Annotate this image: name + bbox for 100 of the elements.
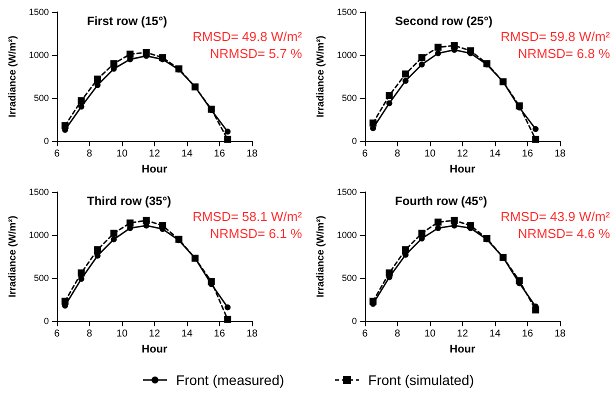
point bbox=[62, 122, 69, 130]
point bbox=[402, 70, 410, 78]
x-tick-label: 6 bbox=[54, 148, 60, 160]
point bbox=[142, 48, 150, 56]
y-tick-label: 0 bbox=[44, 316, 49, 326]
x-axis-title: Hour bbox=[450, 164, 476, 176]
point bbox=[386, 269, 393, 276]
x-tick-label: 12 bbox=[148, 148, 160, 160]
point bbox=[110, 230, 118, 237]
annotation: NRMSD= 4.6 % bbox=[518, 226, 610, 241]
x-tick-label: 18 bbox=[554, 148, 566, 160]
legend-label: Front (simulated) bbox=[368, 372, 474, 388]
y-tick-label: 500 bbox=[34, 273, 49, 284]
point bbox=[450, 216, 458, 224]
x-tick-label: 14 bbox=[489, 148, 501, 160]
point bbox=[224, 136, 232, 143]
x-tick-label: 16 bbox=[522, 148, 534, 160]
annotation: RMSD= 49.8 W/m² bbox=[192, 29, 303, 44]
annotation: RMSD= 43.9 W/m² bbox=[500, 209, 611, 224]
point bbox=[62, 298, 69, 305]
y-tick-label: 0 bbox=[352, 316, 357, 326]
x-tick-label: 8 bbox=[86, 148, 93, 160]
point bbox=[94, 246, 102, 254]
x-tick-label: 8 bbox=[394, 328, 401, 340]
y-tick-label: 1000 bbox=[28, 50, 49, 60]
point bbox=[532, 126, 539, 132]
point bbox=[435, 50, 442, 56]
point bbox=[78, 276, 84, 282]
point bbox=[532, 306, 540, 314]
point bbox=[435, 225, 442, 232]
y-axis-title: Irradiance (W/m²) bbox=[316, 36, 326, 118]
point bbox=[532, 136, 540, 143]
point bbox=[386, 100, 392, 106]
x-tick-label: 6 bbox=[54, 328, 60, 340]
y-tick-label: 1000 bbox=[336, 50, 357, 60]
x-tick-label: 12 bbox=[456, 148, 468, 160]
y-tick-label: 0 bbox=[352, 136, 357, 146]
point bbox=[467, 222, 474, 230]
point bbox=[434, 44, 442, 51]
x-tick-label: 16 bbox=[522, 328, 534, 340]
x-tick-label: 12 bbox=[456, 328, 468, 340]
point bbox=[224, 304, 231, 310]
y-tick-label: 1500 bbox=[28, 7, 49, 17]
chart-title: Third row (35°) bbox=[87, 194, 172, 208]
y-tick-label: 1500 bbox=[28, 187, 49, 197]
annotation: NRMSD= 6.1 % bbox=[210, 226, 302, 241]
x-tick-label: 10 bbox=[116, 328, 128, 340]
y-tick-label: 1500 bbox=[336, 187, 357, 197]
x-tick-label: 8 bbox=[86, 328, 93, 340]
y-tick-label: 500 bbox=[342, 273, 357, 284]
y-axis-title: Irradiance (W/m²) bbox=[8, 216, 18, 298]
point bbox=[94, 82, 101, 88]
y-tick-label: 1500 bbox=[336, 7, 357, 17]
x-tick-label: 10 bbox=[424, 148, 436, 160]
x-tick-label: 16 bbox=[214, 148, 226, 160]
point bbox=[402, 246, 410, 254]
point bbox=[418, 230, 426, 237]
point bbox=[402, 78, 409, 84]
point bbox=[78, 97, 85, 104]
legend-label: Front (measured) bbox=[176, 372, 284, 388]
x-tick-label: 16 bbox=[214, 328, 226, 340]
point bbox=[370, 120, 377, 127]
point bbox=[208, 278, 215, 286]
y-tick-label: 500 bbox=[342, 93, 357, 104]
x-tick-label: 10 bbox=[424, 328, 436, 340]
point bbox=[110, 60, 118, 68]
point bbox=[142, 216, 150, 224]
point bbox=[434, 218, 442, 226]
point bbox=[110, 236, 117, 242]
point bbox=[78, 104, 84, 110]
x-axis-title: Hour bbox=[450, 344, 476, 356]
point bbox=[224, 128, 231, 135]
point bbox=[386, 92, 393, 99]
point bbox=[126, 50, 134, 58]
point bbox=[94, 76, 102, 83]
chart-title: First row (15°) bbox=[87, 14, 168, 28]
point bbox=[450, 42, 458, 50]
point bbox=[516, 277, 523, 284]
x-tick-label: 18 bbox=[246, 148, 258, 160]
annotation: NRMSD= 6.8 % bbox=[518, 46, 610, 61]
annotation: RMSD= 59.8 W/m² bbox=[500, 29, 611, 44]
x-axis-title: Hour bbox=[142, 164, 168, 176]
chart-title: Second row (25°) bbox=[395, 14, 492, 28]
x-tick-label: 14 bbox=[181, 328, 193, 340]
point bbox=[126, 219, 134, 226]
x-tick-label: 14 bbox=[489, 328, 501, 340]
x-tick-label: 6 bbox=[362, 148, 368, 160]
x-tick-label: 6 bbox=[362, 328, 368, 340]
x-tick-label: 8 bbox=[394, 148, 401, 160]
annotation: NRMSD= 5.7 % bbox=[210, 46, 302, 61]
x-tick-label: 18 bbox=[554, 328, 566, 340]
x-tick-label: 12 bbox=[148, 328, 160, 340]
x-tick-label: 18 bbox=[246, 328, 258, 340]
annotation: RMSD= 58.1 W/m² bbox=[192, 209, 303, 224]
y-tick-label: 1000 bbox=[336, 230, 357, 240]
point bbox=[467, 47, 474, 54]
y-tick-label: 500 bbox=[34, 93, 49, 104]
point bbox=[370, 298, 377, 305]
y-axis-title: Irradiance (W/m²) bbox=[8, 36, 18, 118]
y-tick-label: 0 bbox=[44, 136, 49, 146]
